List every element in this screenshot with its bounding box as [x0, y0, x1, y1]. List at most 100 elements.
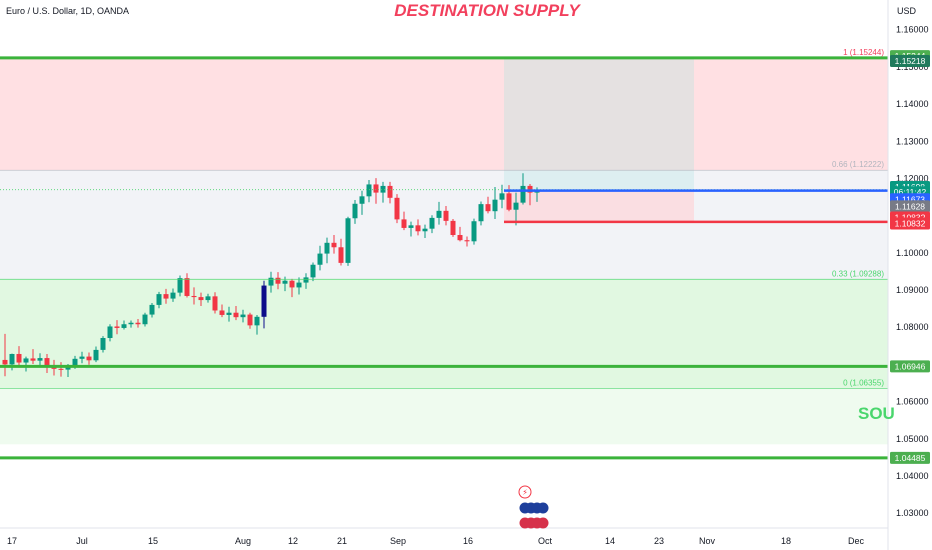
mid-zone — [0, 170, 888, 280]
candle-body[interactable] — [268, 277, 274, 286]
candle-body[interactable] — [289, 280, 295, 288]
candle-body[interactable] — [226, 312, 232, 315]
candle-body[interactable] — [2, 359, 8, 365]
candle-body[interactable] — [142, 314, 148, 325]
gray-price-badge[interactable] — [890, 200, 930, 213]
candle-body[interactable] — [44, 358, 50, 367]
candle-body[interactable] — [205, 296, 211, 301]
candle-body[interactable] — [373, 184, 379, 193]
price-axis[interactable]: 1.160001.150001.140001.130001.120001.110… — [887, 0, 932, 550]
mid-green-price-badge[interactable] — [890, 360, 930, 373]
candle-body[interactable] — [177, 278, 183, 293]
candle-body[interactable] — [324, 242, 330, 254]
candle-body[interactable] — [79, 356, 85, 359]
candle-body[interactable] — [37, 358, 43, 361]
candle-body[interactable] — [296, 282, 302, 288]
candle-body[interactable] — [233, 312, 239, 318]
candle-body[interactable] — [275, 277, 281, 284]
candle-body[interactable] — [527, 185, 533, 193]
candle-body[interactable] — [478, 204, 484, 222]
candle-body[interactable] — [415, 225, 421, 232]
candle-body[interactable] — [58, 368, 64, 370]
candle-body[interactable] — [163, 294, 169, 299]
candle-body[interactable] — [93, 349, 99, 361]
candle-body[interactable] — [149, 304, 155, 315]
time-tick-label: Dec — [848, 536, 865, 546]
candle-body[interactable] — [443, 210, 449, 221]
candle-body[interactable] — [135, 322, 141, 325]
candle-body[interactable] — [219, 310, 225, 315]
candle-body[interactable] — [247, 314, 253, 326]
candle-body[interactable] — [429, 217, 435, 229]
candle-body[interactable] — [184, 278, 190, 296]
symbol-title[interactable]: Euro / U.S. Dollar, 1D, OANDA — [6, 6, 129, 16]
candle-body[interactable] — [436, 210, 442, 218]
candle-body[interactable] — [261, 285, 267, 317]
candle-body[interactable] — [16, 353, 22, 363]
candle-body[interactable] — [331, 242, 337, 248]
candle-body[interactable] — [282, 280, 288, 284]
destination-supply-title[interactable]: DESTINATION SUPPLY — [394, 1, 581, 20]
candle-body[interactable] — [506, 193, 512, 210]
candle-body[interactable] — [310, 264, 316, 278]
candle-body[interactable] — [352, 203, 358, 219]
candle-body[interactable] — [170, 292, 176, 299]
candle-body[interactable] — [128, 322, 134, 325]
candle-body[interactable] — [464, 240, 470, 242]
stop-price-badge-2[interactable] — [890, 217, 930, 230]
currency-label[interactable]: USD — [897, 6, 917, 16]
candle-body[interactable] — [345, 218, 351, 263]
time-tick-label: 21 — [337, 536, 347, 546]
candle-body[interactable] — [450, 220, 456, 235]
candle-body[interactable] — [408, 225, 414, 228]
candle-body[interactable] — [156, 294, 162, 305]
time-axis[interactable]: 17 Jul 15 Aug 12 21 Sep 16 Oct 14 23 Nov 18 Dec — [0, 527, 888, 546]
stop-price-badge-2-text: 1.10832 — [895, 218, 926, 228]
candle-body[interactable] — [513, 202, 519, 210]
candle-body[interactable] — [380, 185, 386, 193]
candle-body[interactable] — [121, 324, 127, 328]
low-green-price-badge[interactable] — [890, 451, 930, 464]
candle-body[interactable] — [387, 185, 393, 198]
candle-body[interactable] — [485, 204, 491, 212]
candle-body[interactable] — [72, 358, 78, 368]
candle-body[interactable] — [317, 253, 323, 265]
candle-body[interactable] — [51, 366, 57, 369]
candle-body[interactable] — [65, 367, 71, 370]
candle-body[interactable] — [30, 358, 36, 361]
candle-body[interactable] — [114, 326, 120, 328]
candle-body[interactable] — [457, 234, 463, 241]
candle-body[interactable] — [107, 326, 113, 338]
dividend-event-icon[interactable] — [518, 485, 532, 499]
candle-body[interactable] — [191, 295, 197, 298]
candle-body[interactable] — [492, 199, 498, 212]
position-target-box[interactable] — [504, 58, 694, 191]
candle-body[interactable] — [338, 247, 344, 263]
candle-body[interactable] — [86, 356, 92, 361]
economic-events-us-row-2[interactable] — [519, 517, 549, 529]
candle-body[interactable] — [401, 219, 407, 228]
candle-body[interactable] — [422, 228, 428, 232]
candle-body[interactable] — [198, 297, 204, 301]
candle-body[interactable] — [23, 358, 29, 363]
target-price-badge[interactable] — [890, 54, 930, 67]
position-stop-box[interactable] — [504, 190, 694, 222]
supply-zone[interactable] — [0, 57, 888, 171]
candle-body[interactable] — [212, 296, 218, 311]
source-zone-label[interactable]: SOU — [858, 404, 895, 423]
candle-body[interactable] — [9, 353, 15, 365]
candle-body[interactable] — [499, 193, 505, 200]
economic-events-us-row-1[interactable] — [519, 502, 549, 514]
candle-body[interactable] — [471, 221, 477, 242]
candle-body[interactable] — [254, 316, 260, 326]
event-icons[interactable]: ⚡ — [518, 485, 549, 529]
candle-body[interactable] — [366, 184, 372, 197]
candle-body[interactable] — [520, 185, 526, 203]
candle-body[interactable] — [240, 314, 246, 318]
candle-body[interactable] — [100, 337, 106, 350]
demand-zone[interactable] — [0, 279, 888, 389]
candle-body[interactable] — [303, 277, 309, 283]
candle-body[interactable] — [394, 197, 400, 220]
candle-body[interactable] — [359, 196, 365, 204]
